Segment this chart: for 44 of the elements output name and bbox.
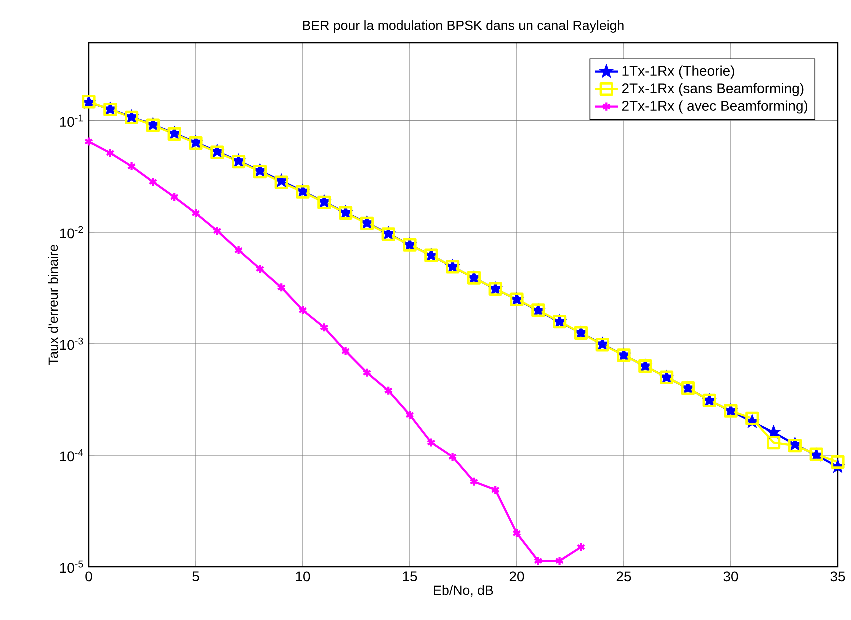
- x-axis-title: Eb/No, dB: [434, 585, 494, 597]
- x-tick-label: 35: [830, 572, 846, 582]
- point: [512, 528, 522, 538]
- point: [277, 282, 286, 293]
- point: [448, 452, 458, 462]
- legend-label: 1Tx-1Rx (Theorie): [622, 66, 734, 79]
- y-tick-label: 10$^{-5}$: [60, 560, 84, 574]
- point: [212, 226, 222, 236]
- point: [555, 556, 564, 566]
- point: [491, 484, 500, 496]
- y-axis-title: Taux d'erreur binaire: [48, 245, 58, 366]
- point: [148, 177, 158, 188]
- x-tick-label: 25: [616, 572, 632, 582]
- point: [298, 305, 308, 316]
- y-tick-label: 10$^{-3}$: [60, 338, 84, 350]
- point: [534, 556, 543, 566]
- point: [106, 148, 115, 158]
- legend-label: 2Tx-1Rx (sans Beamforming): [622, 83, 804, 96]
- point: [470, 476, 479, 487]
- point: [234, 245, 244, 256]
- point: [256, 264, 265, 274]
- point: [426, 438, 436, 448]
- x-tick-label: 5: [192, 572, 200, 582]
- y-tick-label: 10$^{-2}$: [60, 226, 84, 239]
- point: [767, 436, 781, 450]
- chart-title: BER pour la modulation BPSK dans un canal Rayleigh: [303, 20, 624, 33]
- point: [405, 410, 415, 420]
- legend-label: 2Tx-1Rx ( avec Beamforming): [622, 100, 808, 114]
- point: [831, 455, 845, 470]
- point: [384, 386, 394, 396]
- point: [362, 368, 372, 378]
- x-tick-label: 0: [86, 572, 92, 582]
- x-tick-label: 30: [724, 572, 738, 582]
- point: [746, 412, 760, 426]
- y-tick-label: 10$^{-4}$: [60, 449, 84, 462]
- point: [320, 322, 329, 333]
- y-tick-label: 10$^{-1}$: [60, 114, 84, 128]
- x-tick-label: 10: [296, 572, 310, 582]
- point: [127, 161, 136, 172]
- point: [170, 192, 180, 202]
- x-tick-label: 20: [510, 572, 524, 582]
- point: [191, 208, 201, 219]
- x-tick-label: 15: [403, 572, 418, 582]
- point: [341, 346, 350, 356]
